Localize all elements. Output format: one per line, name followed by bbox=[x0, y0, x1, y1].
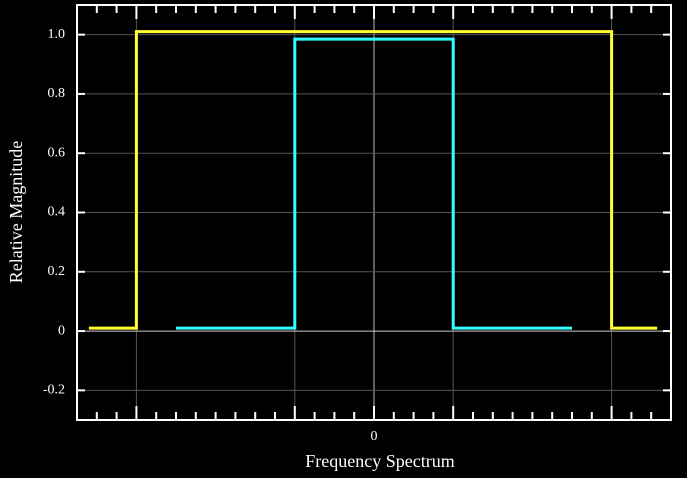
y-tick-label: 0.6 bbox=[48, 145, 66, 160]
y-tick-label: -0.2 bbox=[43, 383, 65, 398]
y-tick-label: 1.0 bbox=[48, 27, 66, 42]
x-axis-title: Frequency Spectrum bbox=[305, 451, 454, 471]
series-line bbox=[176, 37, 572, 330]
y-tick-label: 0.2 bbox=[48, 264, 66, 279]
y-tick-label: 0.8 bbox=[48, 86, 66, 101]
x-tick-label: 0 bbox=[371, 429, 378, 444]
plot-frame bbox=[76, 4, 672, 421]
series-line bbox=[88, 30, 658, 330]
y-tick-label: 0 bbox=[58, 323, 65, 338]
y-axis-title: Relative Magnitude bbox=[6, 141, 26, 283]
y-tick-label: 0.4 bbox=[48, 205, 66, 220]
